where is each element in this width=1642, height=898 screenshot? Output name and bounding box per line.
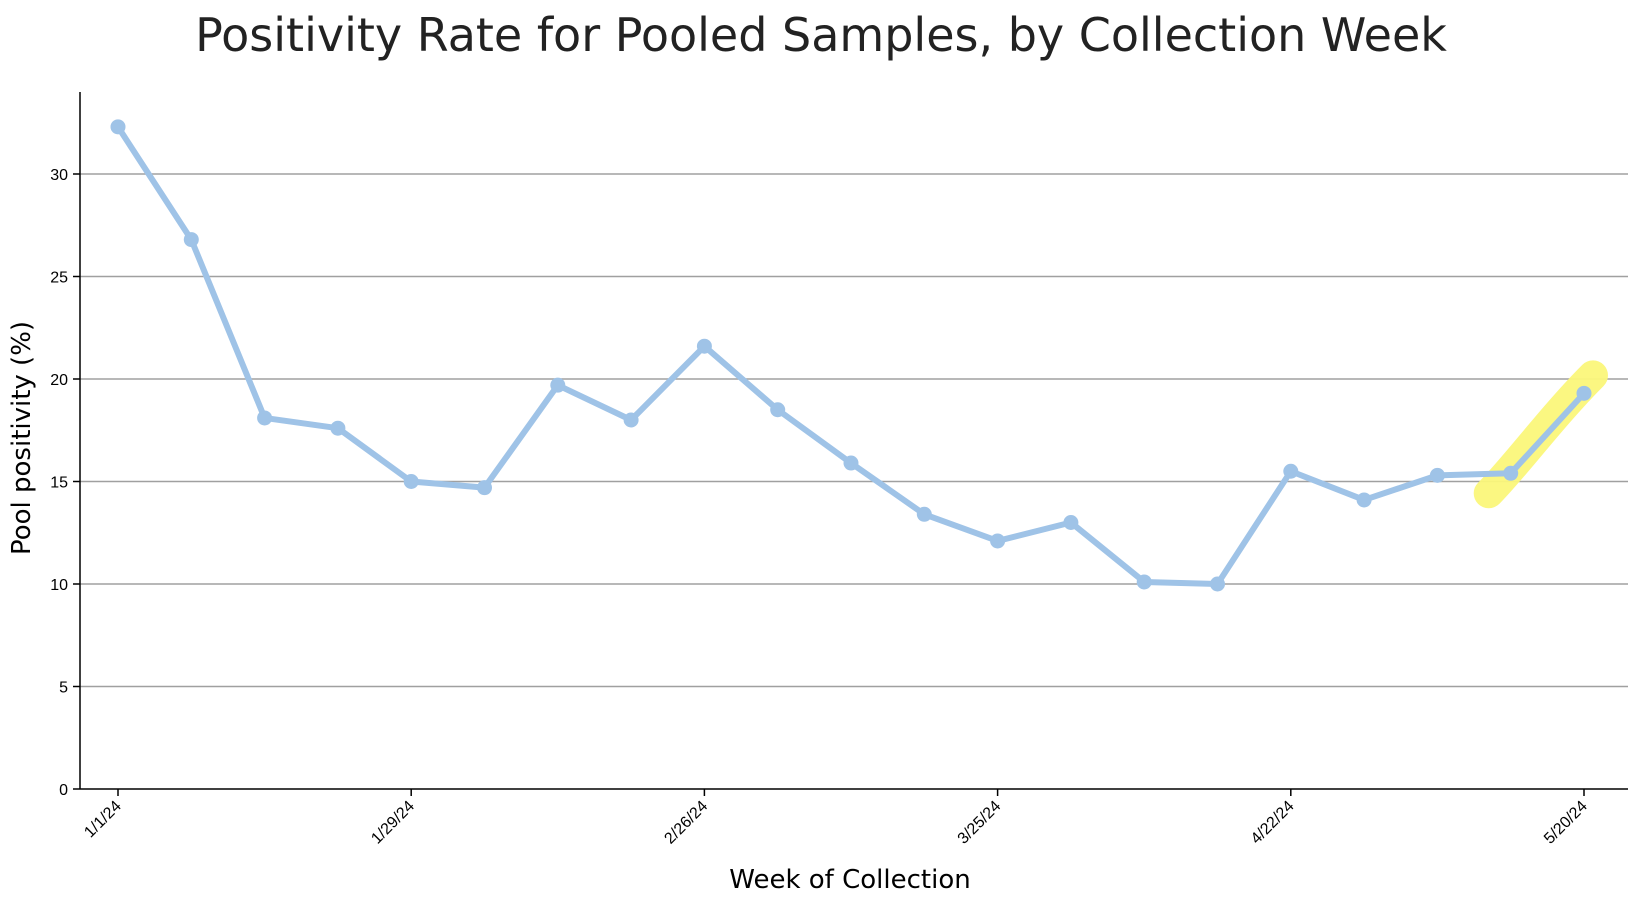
data-point (623, 412, 639, 428)
y-tick-label: 5 (59, 680, 68, 697)
gridlines (80, 173, 1628, 688)
data-point (1063, 515, 1079, 530)
series-layer (110, 119, 1592, 592)
data-point (330, 420, 346, 436)
data-point (1503, 465, 1519, 481)
y-tick-label: 20 (50, 372, 68, 389)
data-point (770, 402, 786, 418)
data-point (1210, 576, 1225, 592)
data-point (843, 455, 859, 471)
data-point (1356, 492, 1372, 508)
data-point (110, 119, 126, 135)
data-point (990, 533, 1006, 549)
data-point (696, 338, 712, 354)
x-tick-label: 5/20/24 (1541, 798, 1591, 848)
y-tick-label: 25 (50, 270, 68, 287)
data-point (1576, 385, 1592, 401)
y-axis: 0 5 10 15 20 25 30 (50, 92, 81, 799)
data-point (257, 410, 273, 426)
data-point (183, 232, 199, 248)
x-axis-title: Week of Collection (729, 865, 970, 895)
chart-title: Positivity Rate for Pooled Samples, by C… (195, 8, 1447, 62)
x-axis: 1/1/24 1/29/24 2/26/24 3/25/24 4/22/24 5/20/2… (80, 788, 1628, 848)
data-point (1136, 574, 1152, 590)
y-axis-title: Pool positivity (%) (7, 321, 37, 555)
y-tick-label: 10 (50, 577, 68, 594)
x-tick-label: 2/26/24 (661, 798, 711, 848)
y-tick-label: 15 (50, 475, 68, 492)
data-point (403, 474, 419, 489)
x-tick-label: 1/1/24 (81, 798, 125, 842)
x-tick-label: 3/25/24 (955, 798, 1005, 848)
data-point (1429, 467, 1445, 483)
series-line (115, 123, 1587, 587)
y-tick-label: 30 (50, 167, 68, 184)
data-point (550, 377, 566, 393)
y-tick-label: 0 (59, 782, 68, 799)
data-point (477, 480, 492, 496)
x-tick-label: 4/22/24 (1248, 798, 1298, 848)
x-tick-label: 1/29/24 (368, 798, 418, 848)
data-point (916, 506, 932, 522)
data-point (1283, 463, 1299, 479)
